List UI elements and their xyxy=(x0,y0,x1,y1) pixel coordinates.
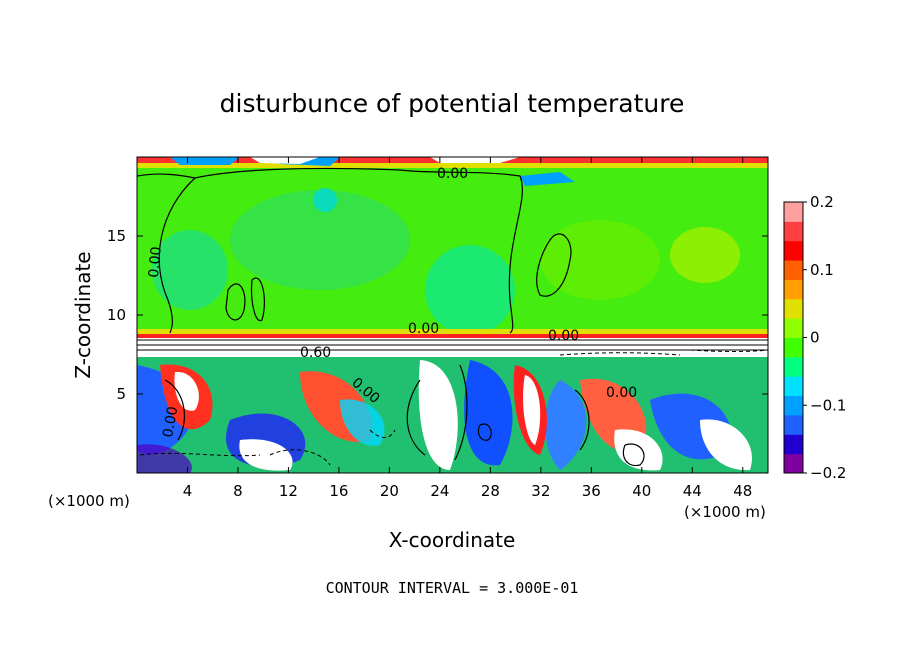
top-cold-pockets xyxy=(170,157,575,186)
top-band xyxy=(137,163,768,168)
eddy-cyan xyxy=(340,399,385,446)
inversion-red xyxy=(137,334,768,338)
y-tick-label: 10 xyxy=(107,306,126,324)
eddy-white xyxy=(239,439,293,471)
colorbar-tick-label: −0.2 xyxy=(810,464,846,482)
eddy-purple xyxy=(137,444,192,473)
colorbar-tick-label: 0.1 xyxy=(810,261,834,279)
y-tick-label: 5 xyxy=(116,385,126,403)
x-tick-label: 44 xyxy=(683,482,702,500)
contour-line-dashed xyxy=(139,349,768,466)
contour-label: 0.00 xyxy=(606,385,637,401)
contour-line xyxy=(137,167,523,334)
eddy-white xyxy=(418,360,458,470)
x-unit-label-right: (×1000 m) xyxy=(684,503,766,521)
x-unit-label-left: (×1000 m) xyxy=(48,492,130,510)
contour-interval-footer: CONTOUR INTERVAL = 3.000E-01 xyxy=(326,579,579,597)
colorbar-swatch xyxy=(784,356,803,377)
contour-label: 0.00 xyxy=(146,246,165,278)
upper-cool-blob xyxy=(425,245,515,335)
contour-label: 0.00 xyxy=(548,328,579,344)
x-tick-label: 4 xyxy=(183,482,193,500)
x-tick-label: 8 xyxy=(233,482,243,500)
eddy-white xyxy=(700,419,752,471)
x-axis-label: X-coordinate xyxy=(389,528,516,552)
top-white-pockets xyxy=(250,157,520,164)
inversion-yellow xyxy=(137,329,768,334)
upper-cool-blob xyxy=(152,230,228,310)
x-tick-label: 24 xyxy=(430,482,449,500)
eddy-white xyxy=(614,429,663,471)
upper-warm-blob xyxy=(670,227,740,283)
colorbar-tick-label: −0.1 xyxy=(810,396,846,414)
x-tick-label: 40 xyxy=(632,482,651,500)
upper-cool-blob xyxy=(230,190,410,290)
contour-label: 0.00 xyxy=(408,321,439,337)
x-tick-label: 28 xyxy=(481,482,500,500)
upper-warm-blob xyxy=(540,220,660,300)
eddy-blue xyxy=(464,360,513,466)
colorbar: 0.2 0.1 0 −0.1 −0.2 xyxy=(783,193,846,482)
contour-label: 0.00 xyxy=(160,405,181,438)
y-axis: 5 10 15 xyxy=(107,227,768,403)
colorbar-tick-label: 0.2 xyxy=(810,193,834,211)
colorbar-swatch xyxy=(784,414,803,435)
eddy-white xyxy=(523,375,541,445)
colorbar-swatch xyxy=(784,221,803,242)
colorbar-swatch xyxy=(784,337,803,358)
eddy-blue xyxy=(545,380,587,470)
upper-cool-blob xyxy=(313,188,337,212)
colorbar-swatch xyxy=(784,318,803,338)
contour-line xyxy=(137,339,768,351)
contour-line xyxy=(225,277,265,322)
contour-line xyxy=(164,364,645,467)
x-tick-label: 16 xyxy=(329,482,348,500)
colorbar-swatch xyxy=(784,376,803,397)
y-axis-label: Z-coordinate xyxy=(71,251,95,378)
x-tick-label: 32 xyxy=(531,482,550,500)
contour-label: 0.00 xyxy=(437,166,468,182)
x-tick-label: 48 xyxy=(733,482,752,500)
eddy-white xyxy=(174,371,199,411)
chart-title: disturbunce of potential temperature xyxy=(220,89,685,118)
colorbar-swatch xyxy=(784,434,803,455)
x-tick-label: 36 xyxy=(582,482,601,500)
colorbar-swatch xyxy=(784,240,803,261)
colorbar-swatch xyxy=(784,453,803,474)
x-tick-label: 12 xyxy=(279,482,298,500)
x-axis: 4 8 12 16 20 24 28 32 36 40 44 48 xyxy=(183,157,752,500)
y-tick-label: 15 xyxy=(107,227,126,245)
x-tick-label: 20 xyxy=(380,482,399,500)
colorbar-swatch xyxy=(784,260,803,280)
colorbar-swatch xyxy=(784,298,803,319)
colorbar-swatch xyxy=(784,202,803,222)
colorbar-swatch xyxy=(784,279,803,300)
contour-label: 0.60 xyxy=(300,345,331,361)
plot-area: 0.00 0.00 0.00 0.00 0.00 0.00 0.60 0.00 xyxy=(137,157,768,473)
colorbar-tick-label: 0 xyxy=(810,329,820,347)
colorbar-swatch xyxy=(784,395,803,416)
contour-line xyxy=(536,233,572,297)
